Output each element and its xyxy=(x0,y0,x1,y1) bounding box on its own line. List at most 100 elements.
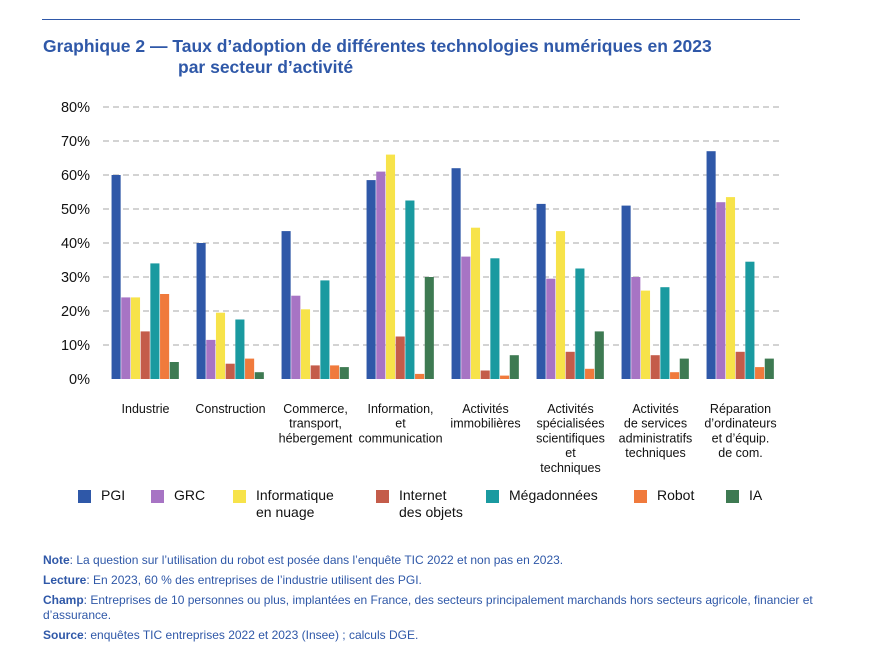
bar xyxy=(281,231,291,379)
y-tick-label: 0% xyxy=(69,372,90,388)
legend-item: Informatique en nuage xyxy=(233,487,334,521)
bar xyxy=(366,180,376,379)
bar xyxy=(500,375,510,379)
bar xyxy=(650,355,660,379)
bar xyxy=(764,358,774,379)
bar xyxy=(679,358,689,379)
bar-chart: 0% 10% 20% 30% 40% 50% 60% 70% 80% Industrie Const… xyxy=(61,100,783,475)
bar xyxy=(196,243,206,379)
bar xyxy=(594,331,604,379)
bar xyxy=(555,231,566,379)
legend-label: IA xyxy=(749,487,763,503)
bar xyxy=(395,336,405,379)
legend-label: PGI xyxy=(101,487,126,503)
y-tick-label: 70% xyxy=(61,134,90,150)
bar xyxy=(385,154,396,379)
bar xyxy=(575,268,585,379)
legend-swatch xyxy=(233,490,246,503)
bar xyxy=(631,277,641,379)
legend-swatch xyxy=(376,490,389,503)
y-tick-label: 10% xyxy=(61,338,90,354)
bar xyxy=(339,367,349,379)
legend-item: PGI xyxy=(78,487,125,504)
bar xyxy=(169,362,179,379)
bar xyxy=(716,202,726,379)
bar xyxy=(111,175,121,379)
legend-swatch xyxy=(634,490,647,503)
legend-swatch xyxy=(78,490,91,503)
lecture-line: Lecture: En 2023, 60 % des entreprises d… xyxy=(43,573,422,587)
bar xyxy=(330,365,340,379)
legend-label: Informatique en nuage xyxy=(256,487,334,520)
y-tick-label: 50% xyxy=(61,202,90,218)
bar xyxy=(376,171,386,379)
bar xyxy=(735,351,745,379)
legend-swatch xyxy=(726,490,739,503)
bar xyxy=(320,280,330,379)
y-tick-label: 80% xyxy=(61,100,90,116)
y-tick-label: 40% xyxy=(61,236,90,252)
top-rule xyxy=(42,19,800,20)
bar xyxy=(140,331,150,379)
bar xyxy=(706,151,716,379)
y-tick-label: 30% xyxy=(61,270,90,286)
bar xyxy=(660,287,670,379)
bar xyxy=(585,368,595,379)
chart-title-line2: par secteur d’activité xyxy=(178,57,354,77)
y-tick-label: 60% xyxy=(61,168,90,184)
bar xyxy=(461,256,471,379)
bar xyxy=(415,373,425,379)
bar xyxy=(480,370,490,379)
bar xyxy=(291,295,301,379)
x-tick-label: Réparation d’ordinateurs et d’équip. de com… xyxy=(704,402,776,460)
bar xyxy=(536,203,546,379)
bar xyxy=(670,372,680,379)
x-tick-label: Construction xyxy=(195,402,265,416)
bar xyxy=(745,261,755,379)
x-tick-label: Activités de services administratifs techni… xyxy=(619,402,693,460)
bar xyxy=(160,294,170,379)
chart-title: Graphique 2 — Taux d’adoption de différe… xyxy=(43,36,823,78)
bar xyxy=(150,263,160,379)
x-tick-label: Industrie xyxy=(122,402,170,416)
bar xyxy=(300,309,311,379)
chart-legend: PGI GRC Informatique en nuage Internet des … xyxy=(78,487,763,521)
note-line: Note: La question sur l’utilisation du r… xyxy=(43,553,564,567)
bar xyxy=(755,367,765,379)
legend-swatch xyxy=(486,490,499,503)
bar xyxy=(405,200,415,379)
bar xyxy=(451,168,461,379)
source-line: Source: enquêtes TIC entreprises 2022 et… xyxy=(43,628,419,642)
legend-label: Internet des objets xyxy=(399,487,463,520)
x-tick-label: Commerce, transport, hébergement xyxy=(279,402,353,445)
bar xyxy=(310,365,320,379)
legend-label: Mégadonnées xyxy=(509,487,598,503)
notes-section: Note: La question sur l’utilisation du r… xyxy=(43,553,823,648)
bar xyxy=(206,339,216,379)
bar xyxy=(215,312,226,379)
legend-swatch xyxy=(151,490,164,503)
bar xyxy=(245,358,255,379)
bar xyxy=(225,363,235,379)
legend-label: GRC xyxy=(174,487,206,503)
legend-item: Robot xyxy=(634,487,694,504)
bar xyxy=(254,372,264,379)
bar xyxy=(130,297,141,379)
chart-title-line1: Graphique 2 — Taux d’adoption de différe… xyxy=(43,36,712,56)
bar xyxy=(621,205,631,379)
legend-item: Internet des objets xyxy=(376,487,463,521)
x-tick-label: Activités immobilières xyxy=(450,402,520,431)
bar xyxy=(470,227,481,379)
bar xyxy=(640,290,651,379)
bar xyxy=(490,258,500,379)
x-tick-label: Activités spécialisées scientifiques et tech… xyxy=(536,402,605,475)
bar xyxy=(546,278,556,379)
y-tick-label: 20% xyxy=(61,304,90,320)
bar xyxy=(509,355,519,379)
bar xyxy=(725,197,736,379)
bar xyxy=(235,319,245,379)
legend-item: Mégadonnées xyxy=(486,487,598,504)
legend-label: Robot xyxy=(657,487,695,503)
bar xyxy=(565,351,575,379)
bar xyxy=(121,297,131,379)
